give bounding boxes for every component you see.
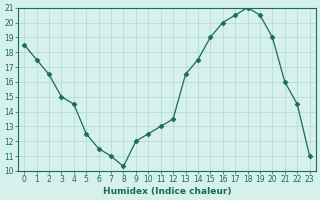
X-axis label: Humidex (Indice chaleur): Humidex (Indice chaleur) (103, 187, 231, 196)
